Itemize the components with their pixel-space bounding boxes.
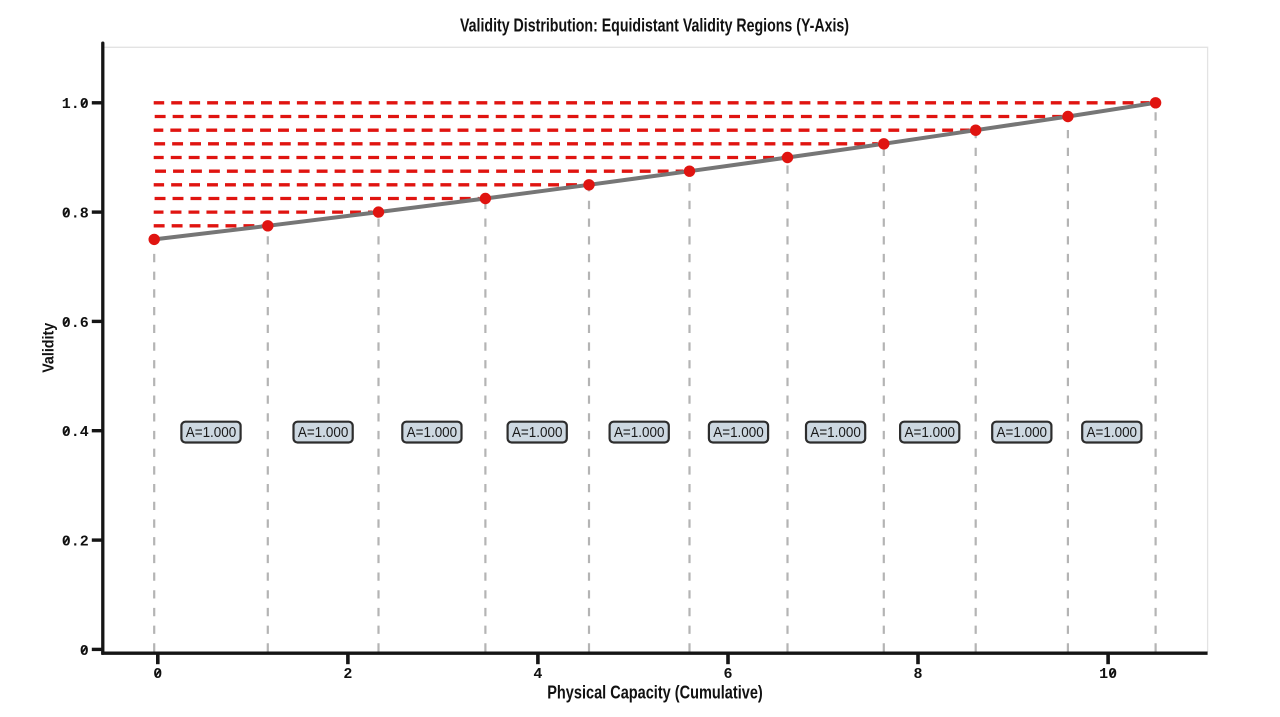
svg-text:Physical Capacity (Cumulative): Physical Capacity (Cumulative): [547, 681, 763, 702]
svg-text:A=1.000: A=1.000: [186, 425, 237, 441]
svg-text:2: 2: [343, 666, 352, 683]
svg-text:8: 8: [913, 666, 922, 683]
svg-text:A=1.000: A=1.000: [997, 425, 1048, 441]
svg-text:Validity: Validity: [40, 323, 57, 373]
svg-text:Validity Distribution: Equidis: Validity Distribution: Equidistant Valid…: [460, 15, 849, 36]
svg-text:1.0: 1.0: [62, 96, 89, 113]
svg-text:0: 0: [80, 643, 89, 660]
svg-text:A=1.000: A=1.000: [614, 425, 665, 441]
svg-text:0: 0: [153, 666, 162, 683]
svg-text:A=1.000: A=1.000: [407, 425, 458, 441]
svg-text:4: 4: [533, 666, 542, 683]
svg-text:A=1.000: A=1.000: [512, 425, 563, 441]
svg-text:A=1.000: A=1.000: [810, 425, 861, 441]
svg-text:10: 10: [1099, 666, 1117, 683]
svg-text:6: 6: [723, 666, 732, 683]
svg-text:A=1.000: A=1.000: [905, 425, 956, 441]
svg-text:A=1.000: A=1.000: [713, 425, 764, 441]
svg-text:A=1.000: A=1.000: [1087, 425, 1138, 441]
svg-text:A=1.000: A=1.000: [298, 425, 349, 441]
